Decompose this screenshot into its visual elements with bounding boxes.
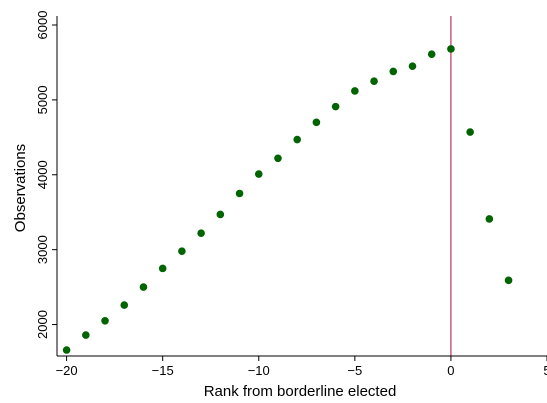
x-tick-label: −20	[56, 363, 78, 378]
x-tick-label: −5	[347, 363, 362, 378]
x-tick-label: 0	[447, 363, 454, 378]
y-tick-label: 6000	[35, 11, 50, 40]
x-tick-label: −15	[152, 363, 174, 378]
x-ticks-layer: −20 −15 −10 −5 0 5	[56, 356, 547, 378]
x-tick-label: 5	[543, 363, 547, 378]
data-point	[466, 128, 474, 136]
data-point	[331, 102, 340, 111]
data-point	[274, 154, 282, 163]
data-point	[504, 276, 513, 285]
data-point	[62, 346, 71, 354]
y-tick-label: 3000	[35, 235, 50, 264]
x-tick-label: −10	[248, 363, 270, 378]
y-tick-label: 5000	[35, 85, 50, 114]
data-point	[370, 77, 378, 85]
data-point	[120, 301, 129, 309]
data-point	[197, 229, 205, 237]
data-point	[254, 170, 263, 178]
data-point	[235, 189, 244, 198]
y-tick-label: 4000	[35, 160, 50, 189]
data-point	[351, 87, 359, 95]
data-point	[427, 50, 436, 58]
data-point	[485, 215, 494, 223]
x-axis-label: Rank from borderline elected	[204, 383, 397, 400]
data-point	[408, 62, 417, 70]
y-tick-label: 2000	[35, 310, 50, 339]
data-point	[139, 283, 148, 291]
data-point	[312, 118, 321, 127]
data-point	[158, 264, 167, 273]
data-point	[389, 67, 398, 76]
axes-layer	[56, 16, 547, 357]
data-point	[216, 210, 225, 219]
data-point	[101, 317, 109, 325]
points-layer	[62, 45, 513, 354]
data-point	[178, 247, 186, 255]
data-point	[447, 45, 455, 53]
y-axis-label: Observations	[12, 144, 29, 232]
data-point	[82, 331, 90, 339]
data-point	[293, 135, 301, 144]
y-ticks-layer: 2000 3000 4000 5000 6000	[35, 11, 57, 339]
